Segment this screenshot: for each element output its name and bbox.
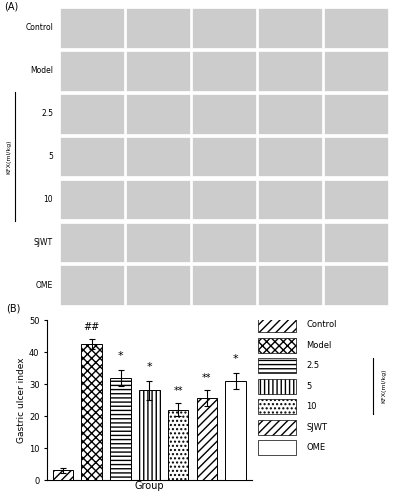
Text: (A): (A) [4, 2, 18, 12]
Text: KFX(ml/kg): KFX(ml/kg) [381, 369, 386, 404]
Text: 5: 5 [306, 382, 312, 390]
Bar [60, 180, 124, 220]
Text: *: * [233, 354, 239, 364]
Bar [258, 180, 322, 220]
Text: 2.5: 2.5 [306, 362, 320, 370]
Bar [192, 180, 256, 220]
Text: ##: ## [84, 322, 100, 332]
Text: 10: 10 [44, 195, 53, 204]
Bar [196, 398, 217, 480]
X-axis label: Group: Group [134, 482, 164, 492]
Text: 2.5: 2.5 [41, 109, 53, 118]
Bar [324, 222, 388, 262]
Bar [126, 180, 190, 220]
Bar [60, 266, 124, 306]
Text: *: * [118, 350, 123, 360]
Bar [60, 8, 124, 48]
Bar [126, 222, 190, 262]
Bar [126, 136, 190, 176]
Bar [192, 266, 256, 306]
Text: KFX(ml/kg): KFX(ml/kg) [7, 140, 11, 174]
Bar [258, 358, 296, 374]
Bar [126, 94, 190, 134]
Bar [258, 136, 322, 176]
Bar [258, 338, 296, 353]
Bar [324, 94, 388, 134]
Text: SJWT: SJWT [34, 238, 53, 247]
Text: (B): (B) [6, 304, 21, 314]
Bar [81, 344, 102, 480]
Bar [324, 8, 388, 48]
Bar [258, 420, 296, 435]
Bar [126, 8, 190, 48]
Bar [192, 8, 256, 48]
Bar [258, 222, 322, 262]
Bar [60, 94, 124, 134]
Bar [60, 50, 124, 90]
Bar [258, 317, 296, 332]
Bar [60, 136, 124, 176]
Bar [192, 136, 256, 176]
Bar [258, 440, 296, 456]
Bar [53, 470, 73, 480]
Bar [324, 180, 388, 220]
Text: **: ** [202, 374, 212, 384]
Text: 10: 10 [306, 402, 317, 411]
Text: Control: Control [306, 320, 337, 330]
Bar [126, 266, 190, 306]
Bar [258, 94, 322, 134]
Bar [258, 399, 296, 414]
Bar [139, 390, 160, 480]
Bar [168, 410, 189, 480]
Text: OME: OME [36, 281, 53, 290]
Bar [225, 381, 246, 480]
Text: Model: Model [306, 341, 332, 350]
Text: Control: Control [25, 23, 53, 32]
Text: 5: 5 [48, 152, 53, 161]
Bar [324, 136, 388, 176]
Bar [126, 50, 190, 90]
Bar [110, 378, 131, 480]
Bar [324, 50, 388, 90]
Text: *: * [147, 362, 152, 372]
Text: Model: Model [30, 66, 53, 75]
Bar [258, 378, 296, 394]
Bar [192, 222, 256, 262]
Bar [258, 266, 322, 306]
Y-axis label: Gastric ulcer index: Gastric ulcer index [17, 357, 26, 443]
Bar [60, 222, 124, 262]
Bar [192, 50, 256, 90]
Text: OME: OME [306, 443, 325, 452]
Text: **: ** [173, 386, 183, 396]
Bar [258, 50, 322, 90]
Bar [258, 8, 322, 48]
Text: SJWT: SJWT [306, 422, 327, 432]
Bar [324, 266, 388, 306]
Bar [192, 94, 256, 134]
